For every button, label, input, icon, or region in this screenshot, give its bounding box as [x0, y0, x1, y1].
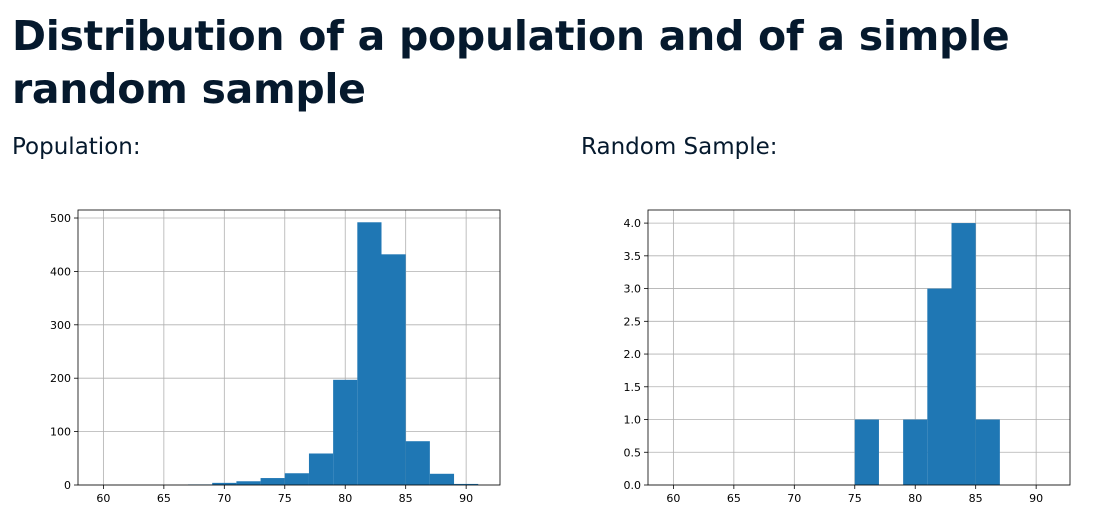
sample-bar: [854, 419, 879, 485]
population-y-tick-label: 500: [50, 212, 71, 225]
sample-y-tick-label: 3.5: [624, 250, 642, 263]
sample-y-tick-label: 1.0: [624, 414, 642, 427]
sample-bar: [927, 288, 952, 485]
sample-y-tick-label: 4.0: [624, 217, 642, 230]
random-sample-histogram: 60 65 70 75 80 85 90 0.0 0.5 1.0 1.5 2.0 2.5 3.0 3.5 4.…: [624, 209, 1071, 505]
sample-x-tick-label: 70: [787, 492, 801, 505]
sample-y-tick-label: 3.0: [624, 283, 642, 296]
population-x-tick-label: 90: [459, 492, 473, 505]
population-bar: [308, 453, 334, 485]
sample-y-tick-label: 1.5: [624, 381, 642, 394]
sample-y-tick-label: 2.5: [624, 315, 642, 328]
sample-x-tick-label: 60: [666, 492, 680, 505]
population-x-tick-label: 65: [157, 492, 171, 505]
population-bar: [333, 379, 358, 485]
population-x-tick-label: 85: [399, 492, 413, 505]
sample-x-tick-label: 80: [908, 492, 922, 505]
population-x-tick-label: 70: [217, 492, 231, 505]
population-y-tick-label: 0: [64, 479, 71, 492]
population-y-tick-label: 300: [50, 319, 71, 332]
random-sample-label: Random Sample:: [581, 134, 778, 160]
population-histogram: 60 65 70 75 80 85 90 0 100 200 300 400 500: [50, 209, 501, 505]
population-x-tick-label: 80: [338, 492, 352, 505]
population-label: Population:: [12, 134, 141, 160]
population-x-tick-label: 60: [96, 492, 110, 505]
population-y-tick-label: 400: [50, 265, 71, 278]
sample-y-tick-label: 2.0: [624, 348, 642, 361]
sample-bar: [903, 419, 928, 485]
population-bar: [236, 481, 261, 485]
sample-x-tick-label: 85: [969, 492, 983, 505]
sample-axes-frame: [647, 209, 1071, 486]
population-y-tick-label: 200: [50, 372, 71, 385]
population-bar: [284, 473, 309, 485]
population-bar: [405, 441, 430, 485]
sample-bar: [975, 419, 1000, 485]
population-bar: [429, 473, 455, 485]
population-axes-frame: [77, 209, 501, 486]
population-bar: [260, 478, 285, 485]
sample-x-tick-label: 75: [848, 492, 862, 505]
population-bar: [212, 482, 237, 485]
sample-bar: [951, 223, 976, 485]
population-bar: [454, 483, 479, 485]
page-title: Distribution of a population and of a si…: [12, 12, 1010, 113]
sample-y-tick-label: 0.0: [624, 479, 642, 492]
sample-x-tick-label: 90: [1029, 492, 1043, 505]
population-x-tick-label: 75: [278, 492, 292, 505]
population-bar: [357, 222, 382, 485]
population-bar: [381, 254, 406, 485]
population-y-tick-label: 100: [50, 426, 71, 439]
sample-y-tick-label: 0.5: [624, 446, 642, 459]
sample-x-tick-label: 65: [727, 492, 741, 505]
